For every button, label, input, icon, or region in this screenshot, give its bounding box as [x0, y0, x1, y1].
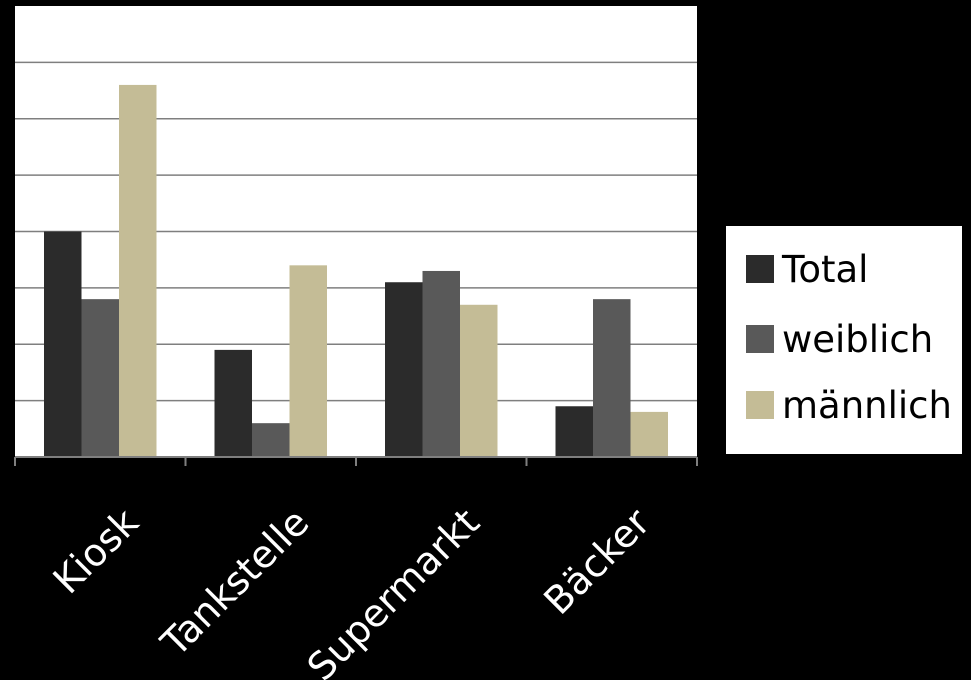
- bar-m-nnlich-tankstelle: [289, 265, 327, 457]
- bar-m-nnlich-kiosk: [119, 84, 157, 458]
- legend-item-weiblich: weiblich: [746, 314, 933, 364]
- x-tick-label: Bäcker: [535, 500, 658, 623]
- bars: [44, 84, 668, 458]
- legend-label-weiblich: weiblich: [782, 317, 934, 361]
- legend-swatch-total: [746, 255, 774, 283]
- bar-weiblich-supermarkt: [422, 270, 460, 457]
- bar-total-b-cker: [555, 406, 593, 457]
- legend-label-total: Total: [782, 247, 869, 291]
- x-tick-label: Kiosk: [45, 500, 147, 602]
- bar-weiblich-tankstelle: [252, 423, 290, 457]
- bar-total-supermarkt: [385, 282, 423, 457]
- legend-item-total: Total: [746, 244, 868, 294]
- legend-swatch-maennlich: [746, 391, 774, 419]
- x-tick-label: Supermarkt: [299, 500, 488, 680]
- legend-item-maennlich: männlich: [746, 380, 952, 430]
- x-tick-label: Tankstelle: [152, 500, 317, 665]
- bar-total-tankstelle: [214, 349, 252, 457]
- legend-swatch-weiblich: [746, 325, 774, 353]
- bar-weiblich-b-cker: [593, 299, 631, 457]
- bar-weiblich-kiosk: [81, 299, 119, 457]
- x-axis: [14, 456, 698, 466]
- legend: Total weiblich männlich: [726, 226, 962, 454]
- legend-label-maennlich: männlich: [782, 383, 952, 427]
- bar-m-nnlich-b-cker: [630, 411, 668, 457]
- bar-m-nnlich-supermarkt: [460, 304, 498, 457]
- bar-total-kiosk: [44, 231, 82, 457]
